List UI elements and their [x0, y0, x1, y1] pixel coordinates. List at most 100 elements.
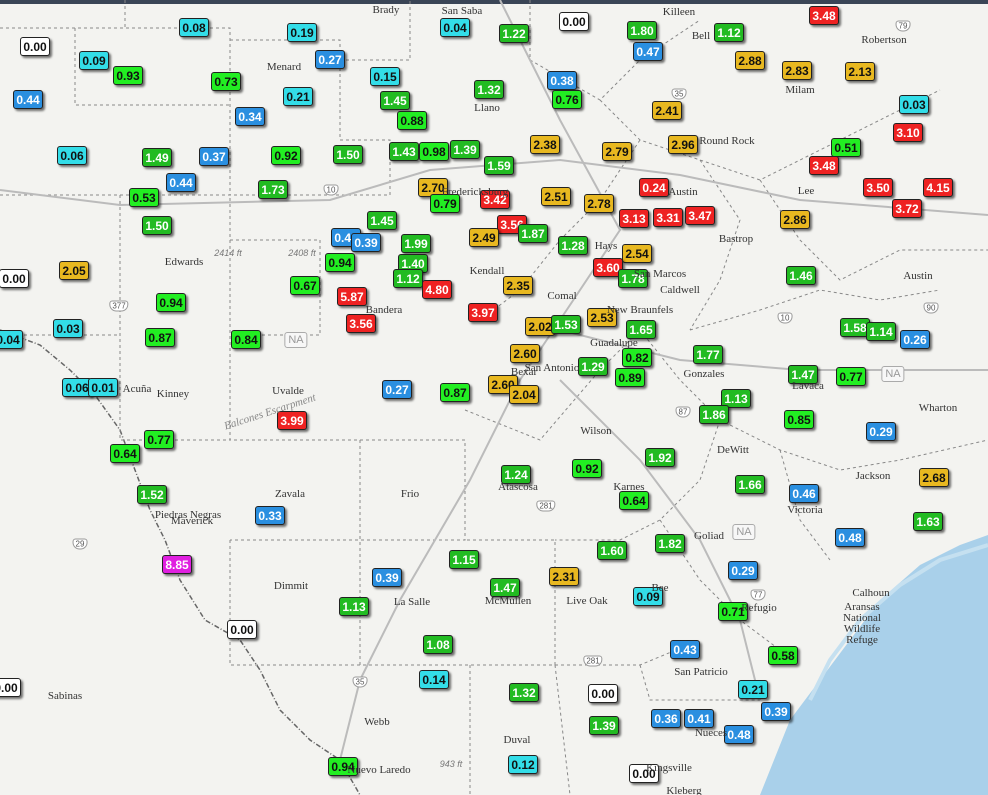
- rain-gauge: 1.14: [866, 322, 896, 341]
- place-label: Menard: [266, 61, 302, 73]
- rain-gauge: 0.04: [440, 18, 470, 37]
- rain-gauge: 3.42: [480, 190, 510, 209]
- rain-gauge: 0.00: [0, 678, 21, 697]
- place-label: Refugio: [741, 602, 777, 614]
- rain-gauge: 0.87: [440, 383, 470, 402]
- rain-gauge: 0.94: [328, 757, 358, 776]
- rain-gauge: 1.15: [449, 550, 479, 569]
- place-label: DeWitt: [717, 444, 749, 456]
- rain-gauge: 0.43: [670, 640, 700, 659]
- rain-gauge: 1.47: [490, 578, 520, 597]
- rain-gauge: 1.66: [735, 475, 765, 494]
- rain-gauge: 0.00: [20, 37, 50, 56]
- place-label: San Marcos: [633, 268, 687, 280]
- rain-gauge: 2.83: [782, 61, 812, 80]
- rain-gauge: 0.27: [382, 380, 412, 399]
- place-label: Maverick: [170, 515, 214, 527]
- place-label: San Patricio: [674, 666, 728, 678]
- rain-gauge: 0.00: [559, 12, 589, 31]
- rain-gauge: 1.87: [518, 224, 548, 243]
- rain-gauge: 1.99: [401, 234, 431, 253]
- rain-gauge: 5.87: [337, 287, 367, 306]
- rain-gauge: 0.84: [231, 330, 261, 349]
- rain-gauge: 1.08: [423, 635, 453, 654]
- place-label: San Antonio: [524, 362, 580, 374]
- rain-gauge: 1.45: [367, 211, 397, 230]
- highway-shield: 281: [536, 500, 556, 512]
- rain-gauge: 1.50: [333, 145, 363, 164]
- rain-gauge: 0.77: [836, 367, 866, 386]
- rain-gauge: 0.79: [430, 194, 460, 213]
- place-label: Aransas: [844, 601, 880, 613]
- highway-shield: 29: [72, 538, 88, 550]
- rain-gauge: 1.77: [693, 345, 723, 364]
- rain-gauge: 0.03: [899, 95, 929, 114]
- rain-gauge: 0.85: [784, 410, 814, 429]
- rain-gauge: 0.41: [684, 709, 714, 728]
- highway-shield: 35: [352, 676, 368, 688]
- rain-gauge: 0.51: [831, 138, 861, 157]
- rain-gauge: 0.39: [761, 702, 791, 721]
- rain-gauge: 0.00: [227, 620, 257, 639]
- gulf-water: [760, 535, 988, 795]
- rain-gauge: 3.72: [892, 199, 922, 218]
- place-label: Kinney: [156, 388, 190, 400]
- rain-gauge: 2.38: [530, 135, 560, 154]
- rain-gauge: 1.29: [578, 357, 608, 376]
- place-label: New Braunfels: [606, 304, 674, 316]
- rain-gauge: 0.76: [552, 90, 582, 109]
- highway-shield: 87: [675, 406, 691, 418]
- rain-gauge: 1.50: [142, 216, 172, 235]
- rain-gauge: 0.39: [372, 568, 402, 587]
- place-label: Zavala: [275, 488, 305, 500]
- rain-gauge: 0.21: [738, 680, 768, 699]
- rain-gauge: 2.51: [541, 187, 571, 206]
- place-label: Gonzales: [683, 368, 725, 380]
- top-bar: [0, 0, 988, 4]
- rain-gauge: 1.78: [618, 269, 648, 288]
- rain-gauge: 0.27: [315, 50, 345, 69]
- place-label: Bell: [691, 30, 711, 42]
- elevation-label: 2408 ft: [288, 248, 316, 258]
- rain-gauge: 0.89: [615, 368, 645, 387]
- highway-shield: 281: [583, 655, 603, 667]
- place-label: Llano: [474, 102, 500, 114]
- rain-gauge: 0.98: [419, 142, 449, 161]
- rain-gauge: 3.60: [593, 258, 623, 277]
- rain-gauge: 1.82: [655, 534, 685, 553]
- place-label: Fredericksburg: [441, 186, 509, 198]
- place-label: Lee: [797, 185, 815, 197]
- rain-gauge: 1.60: [597, 541, 627, 560]
- rain-gauge: 2.05: [59, 261, 89, 280]
- rain-gauge: 2.78: [584, 194, 614, 213]
- elevation-label: 2414 ft: [214, 248, 242, 258]
- rain-gauge: 3.48: [809, 6, 839, 25]
- rain-gauge: 0.92: [572, 459, 602, 478]
- no-data-marker: NA: [284, 332, 308, 348]
- rain-gauge: 0.48: [835, 528, 865, 547]
- place-label: National: [843, 612, 881, 624]
- rain-gauge: 2.54: [622, 244, 652, 263]
- rain-gauge: 0.38: [547, 71, 577, 90]
- place-label: Robertson: [861, 34, 907, 46]
- rain-gauge: 1.86: [699, 405, 729, 424]
- place-label: Duval: [503, 734, 531, 746]
- rain-gauge: 2.60: [488, 375, 518, 394]
- place-label: Calhoun: [852, 587, 890, 599]
- rain-gauge: 0.88: [397, 111, 427, 130]
- rain-gauge: 0.64: [619, 491, 649, 510]
- rain-gauge: 2.88: [735, 51, 765, 70]
- place-label: Caldwell: [660, 284, 700, 296]
- rain-gauge: 0.06: [62, 378, 92, 397]
- rain-gauge: 1.49: [142, 148, 172, 167]
- place-label: Bastrop: [718, 233, 754, 245]
- rain-gauge: 1.47: [788, 365, 818, 384]
- place-label: Nuevo Laredo: [347, 764, 411, 776]
- rain-gauge: 0.00: [0, 269, 29, 288]
- place-label: Guadalupe: [590, 337, 638, 349]
- rain-gauge: 2.53: [587, 308, 617, 327]
- rain-gauge: 0.19: [287, 23, 317, 42]
- rain-gauge: 3.31: [653, 208, 683, 227]
